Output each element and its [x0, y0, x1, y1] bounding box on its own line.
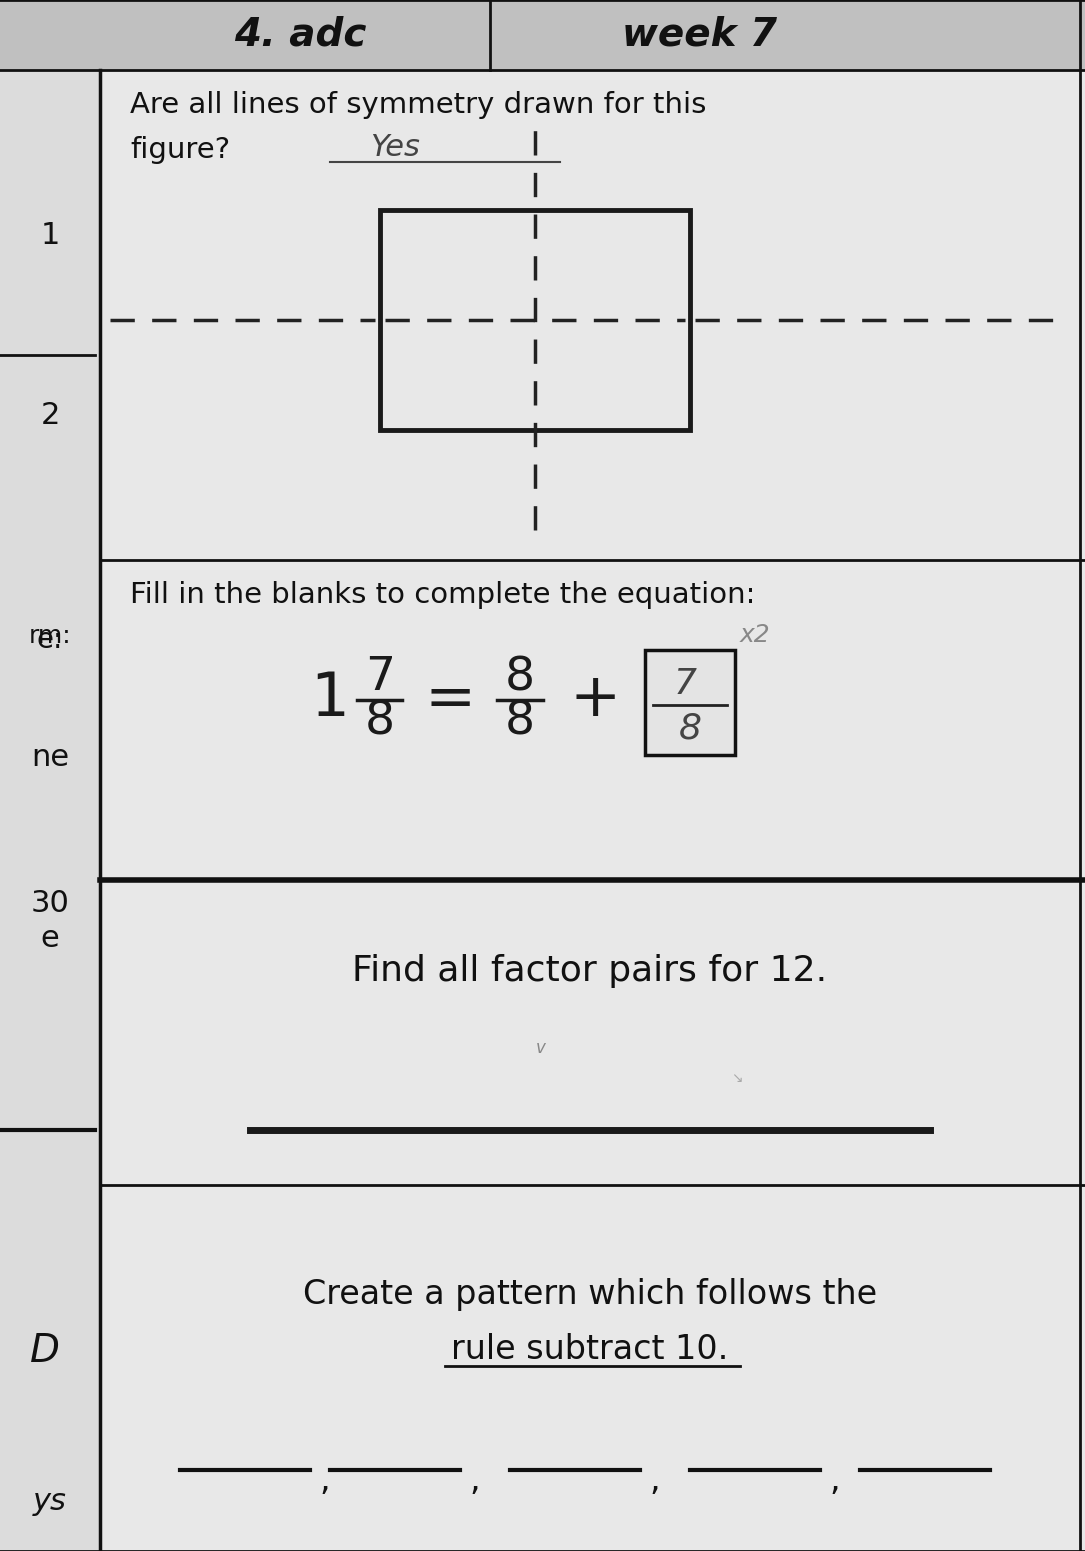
Text: figure?: figure?: [130, 136, 230, 164]
Text: 8: 8: [505, 700, 535, 744]
Text: +: +: [570, 670, 621, 729]
Text: Find all factor pairs for 12.: Find all factor pairs for 12.: [353, 954, 828, 988]
Text: x2: x2: [740, 624, 770, 647]
Text: 8: 8: [505, 656, 535, 701]
Text: ys: ys: [33, 1486, 67, 1515]
Text: rm:: rm:: [28, 624, 72, 648]
Text: ,: ,: [470, 1464, 481, 1497]
Text: ,: ,: [830, 1464, 840, 1497]
Text: ↘: ↘: [731, 1072, 743, 1086]
Text: D: D: [30, 1332, 60, 1370]
Text: 4. adc: 4. adc: [233, 16, 367, 54]
Text: ne: ne: [31, 743, 69, 772]
Text: 1: 1: [40, 220, 60, 250]
Text: ,: ,: [320, 1464, 330, 1497]
Text: v: v: [536, 1039, 546, 1056]
Text: 1: 1: [310, 670, 349, 729]
Bar: [380, 209, 690, 430]
Text: 7: 7: [365, 656, 395, 701]
Text: 30: 30: [30, 889, 69, 918]
Text: Are all lines of symmetry drawn for this: Are all lines of symmetry drawn for this: [130, 92, 706, 119]
Bar: [0, 0, 1085, 70]
Text: Yes: Yes: [370, 133, 420, 163]
Bar: [644, 650, 735, 755]
Text: e:: e:: [37, 627, 63, 655]
Text: 7: 7: [674, 667, 697, 701]
Text: 8: 8: [678, 712, 702, 746]
Text: 2: 2: [40, 400, 60, 430]
Text: Fill in the blanks to complete the equation:: Fill in the blanks to complete the equat…: [130, 582, 755, 610]
Text: ,: ,: [650, 1464, 661, 1497]
Text: e: e: [40, 924, 60, 954]
Text: week 7: week 7: [623, 16, 778, 54]
Text: rule subtract 10.: rule subtract 10.: [451, 1334, 729, 1366]
Text: 8: 8: [365, 700, 395, 744]
Bar: [0, 0, 100, 1551]
Text: Create a pattern which follows the: Create a pattern which follows the: [303, 1278, 877, 1311]
Text: =: =: [424, 670, 475, 729]
